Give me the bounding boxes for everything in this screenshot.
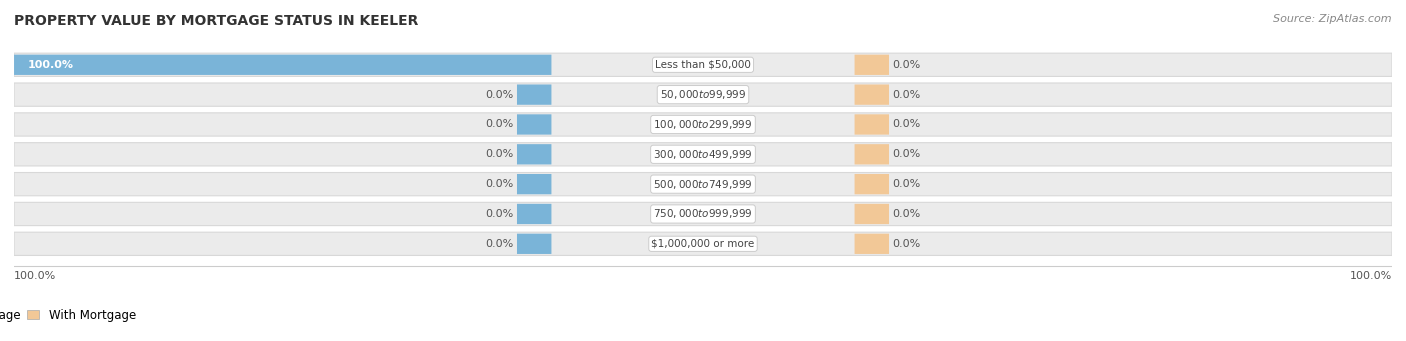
FancyBboxPatch shape <box>14 143 1392 166</box>
Text: 100.0%: 100.0% <box>1350 271 1392 281</box>
Text: $50,000 to $99,999: $50,000 to $99,999 <box>659 88 747 101</box>
FancyBboxPatch shape <box>14 53 1392 76</box>
Text: 0.0%: 0.0% <box>893 90 921 100</box>
FancyBboxPatch shape <box>855 55 889 75</box>
Text: $100,000 to $299,999: $100,000 to $299,999 <box>654 118 752 131</box>
Text: $750,000 to $999,999: $750,000 to $999,999 <box>654 207 752 221</box>
FancyBboxPatch shape <box>855 174 889 194</box>
Text: 0.0%: 0.0% <box>893 149 921 159</box>
Text: $300,000 to $499,999: $300,000 to $499,999 <box>654 148 752 161</box>
Text: PROPERTY VALUE BY MORTGAGE STATUS IN KEELER: PROPERTY VALUE BY MORTGAGE STATUS IN KEE… <box>14 14 419 28</box>
FancyBboxPatch shape <box>14 113 1392 136</box>
Text: 0.0%: 0.0% <box>485 209 513 219</box>
FancyBboxPatch shape <box>14 202 1392 226</box>
FancyBboxPatch shape <box>14 83 1392 106</box>
FancyBboxPatch shape <box>855 204 889 224</box>
Text: 0.0%: 0.0% <box>485 179 513 189</box>
Text: 0.0%: 0.0% <box>893 239 921 249</box>
Text: $1,000,000 or more: $1,000,000 or more <box>651 239 755 249</box>
Text: 0.0%: 0.0% <box>893 209 921 219</box>
Text: $500,000 to $749,999: $500,000 to $749,999 <box>654 178 752 191</box>
Text: 0.0%: 0.0% <box>485 149 513 159</box>
FancyBboxPatch shape <box>14 232 1392 255</box>
FancyBboxPatch shape <box>14 173 1392 196</box>
Legend: Without Mortgage, With Mortgage: Without Mortgage, With Mortgage <box>0 304 141 326</box>
Text: Less than $50,000: Less than $50,000 <box>655 60 751 70</box>
FancyBboxPatch shape <box>517 144 551 164</box>
FancyBboxPatch shape <box>517 174 551 194</box>
FancyBboxPatch shape <box>517 85 551 105</box>
FancyBboxPatch shape <box>517 204 551 224</box>
FancyBboxPatch shape <box>855 114 889 135</box>
Text: 0.0%: 0.0% <box>893 119 921 130</box>
Text: 0.0%: 0.0% <box>893 60 921 70</box>
Text: 0.0%: 0.0% <box>485 90 513 100</box>
Text: 0.0%: 0.0% <box>893 179 921 189</box>
Text: 0.0%: 0.0% <box>485 119 513 130</box>
FancyBboxPatch shape <box>517 114 551 135</box>
Text: 100.0%: 100.0% <box>14 271 56 281</box>
Text: 0.0%: 0.0% <box>485 239 513 249</box>
FancyBboxPatch shape <box>855 234 889 254</box>
FancyBboxPatch shape <box>855 144 889 164</box>
Text: Source: ZipAtlas.com: Source: ZipAtlas.com <box>1274 14 1392 24</box>
FancyBboxPatch shape <box>14 55 551 75</box>
FancyBboxPatch shape <box>517 234 551 254</box>
FancyBboxPatch shape <box>855 85 889 105</box>
Text: 100.0%: 100.0% <box>28 60 75 70</box>
